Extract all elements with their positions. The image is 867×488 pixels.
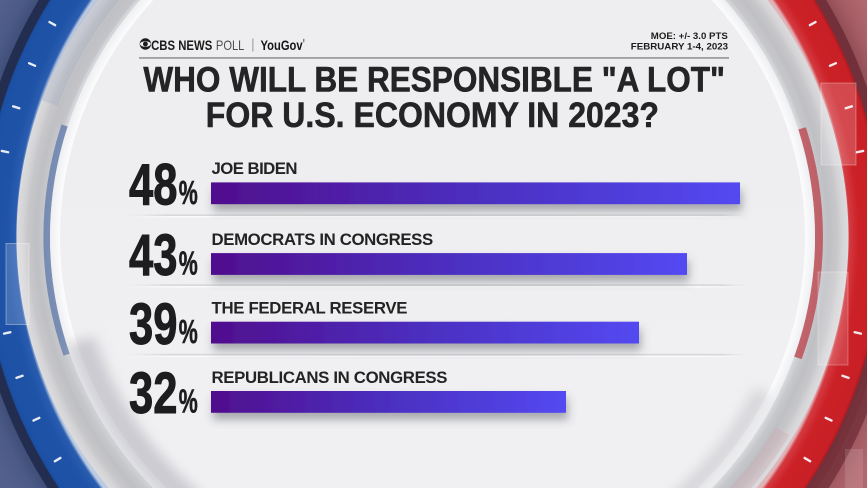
svg-text:%: % [179,246,198,283]
svg-text:%: % [179,175,198,212]
svg-text:MOE: +/- 3.0 PTS: MOE: +/- 3.0 PTS [651,31,728,41]
svg-text:%: % [179,314,198,351]
svg-text:32: 32 [129,361,178,426]
svg-text:POLL: POLL [216,37,245,53]
svg-text:39: 39 [129,292,178,357]
svg-text:%: % [179,384,198,421]
svg-text:WHO WILL BE RESPONSIBLE "A LOT: WHO WILL BE RESPONSIBLE "A LOT" [143,59,725,99]
svg-text:REPUBLICANS IN CONGRESS: REPUBLICANS IN CONGRESS [212,368,448,387]
svg-text:43: 43 [129,223,178,288]
svg-text:THE FEDERAL RESERVE: THE FEDERAL RESERVE [212,299,408,318]
svg-text:DEMOCRATS IN CONGRESS: DEMOCRATS IN CONGRESS [212,230,434,249]
svg-text:YouGov: YouGov [261,37,303,53]
svg-text:FOR U.S. ECONOMY IN 2023?: FOR U.S. ECONOMY IN 2023? [206,95,659,135]
svg-text:48: 48 [129,153,178,218]
svg-text:CBS NEWS: CBS NEWS [151,37,212,53]
svg-text:JOE BIDEN: JOE BIDEN [212,159,298,178]
svg-text:FEBRUARY 1-4, 2023: FEBRUARY 1-4, 2023 [631,41,728,51]
